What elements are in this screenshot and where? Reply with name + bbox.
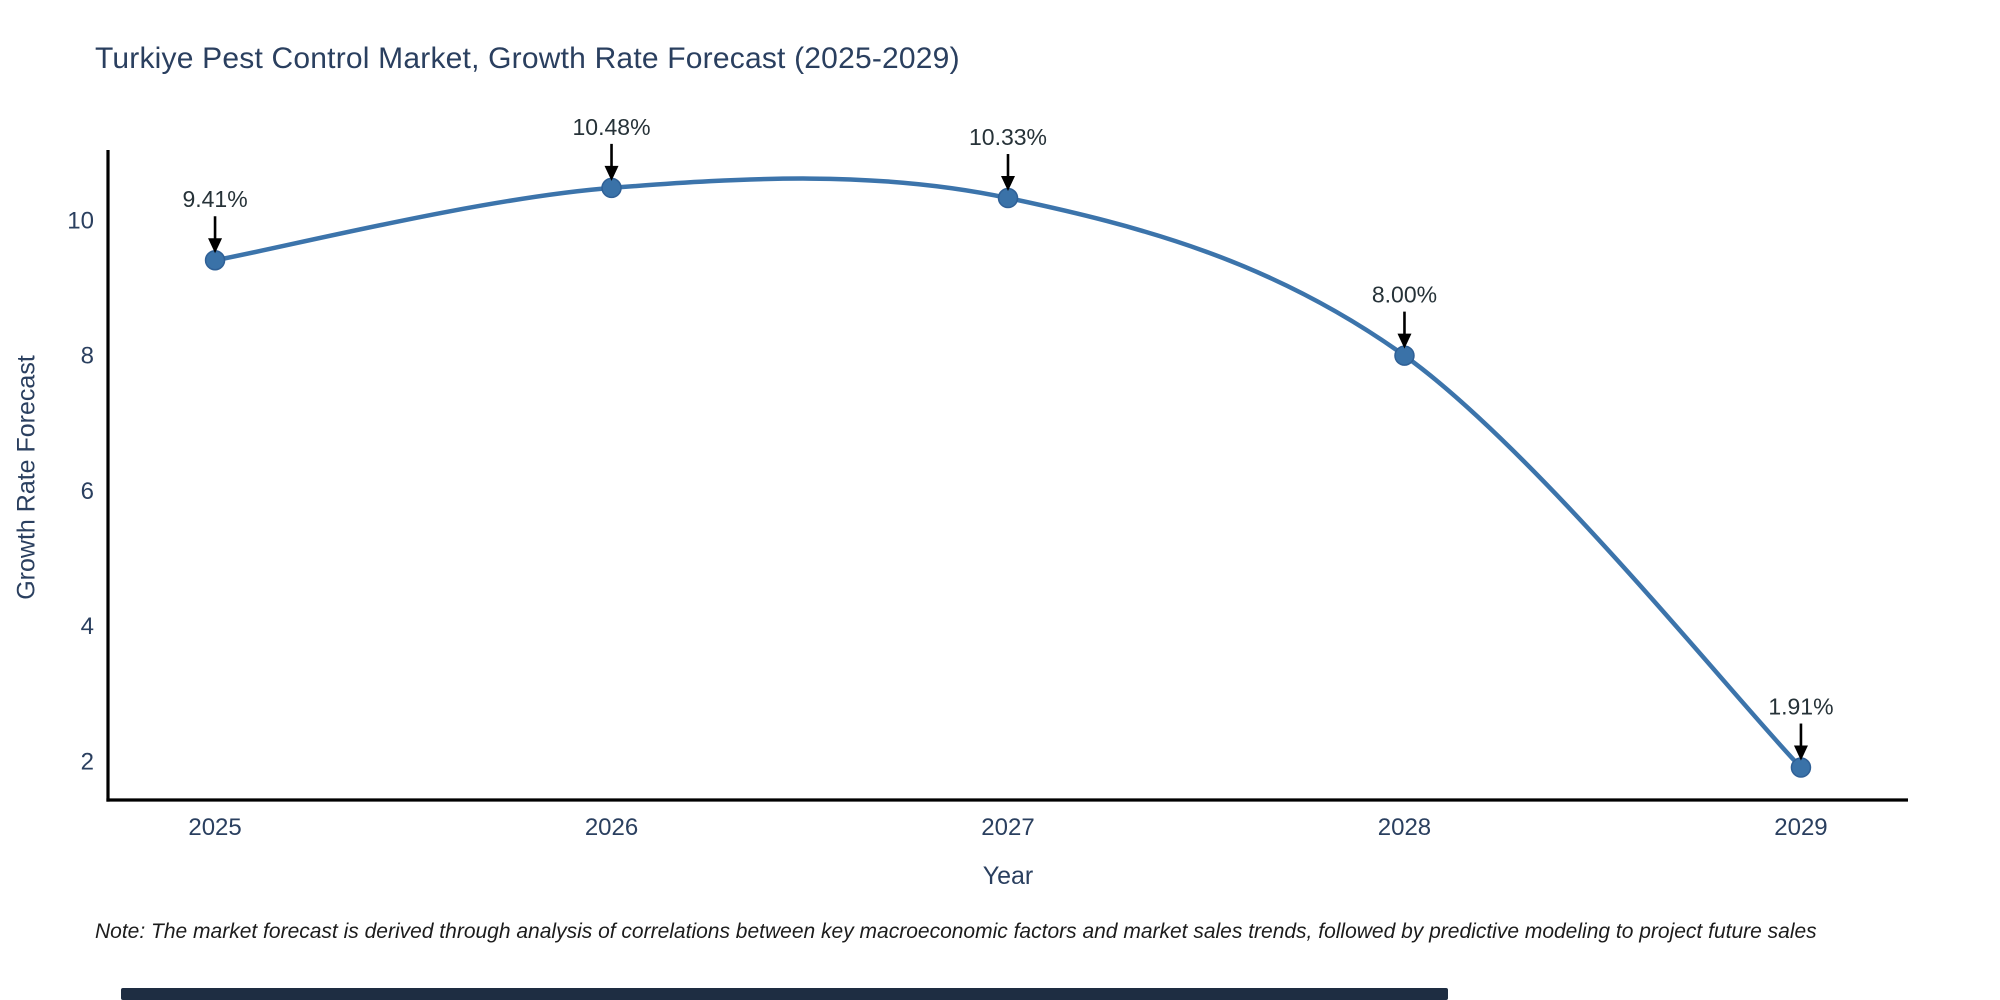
y-tick-label: 10 [67,207,94,234]
data-point-marker[interactable] [997,187,1019,209]
data-point-marker[interactable] [1790,757,1812,778]
data-point-label: 10.48% [573,114,651,140]
annotation-arrow-head [604,165,619,181]
x-tick-label: 2028 [1378,814,1431,841]
annotation-arrow-head [1397,333,1412,349]
annotation-arrow-head [1001,176,1015,192]
data-point-label: 10.33% [969,124,1047,150]
x-axis-title: Year [982,862,1034,890]
x-tick-label: 2025 [188,814,241,841]
forecast-line [212,176,1804,770]
annotation-arrow-head [208,238,223,254]
y-tick-label: 8 [81,343,94,370]
y-tick-label: 4 [81,613,94,640]
annotation-arrow-head [1793,745,1808,761]
horizontal-scrollbar-thumb[interactable] [121,988,1448,1000]
x-tick-label: 2026 [585,814,638,841]
footnote: Note: The market forecast is derived thr… [95,920,1817,943]
data-point-marker[interactable] [1394,345,1415,366]
data-point-label: 1.91% [1768,694,1833,720]
x-tick-label: 2029 [1774,814,1827,841]
chart-title: Turkiye Pest Control Market, Growth Rate… [95,42,960,75]
y-tick-label: 6 [81,478,94,505]
data-point-label: 8.00% [1372,282,1437,308]
y-tick-label: 2 [81,748,94,775]
data-point-label: 9.41% [182,186,247,212]
data-point-marker[interactable] [204,249,226,271]
x-tick-label: 2027 [981,814,1034,841]
data-point-marker[interactable] [601,177,622,199]
